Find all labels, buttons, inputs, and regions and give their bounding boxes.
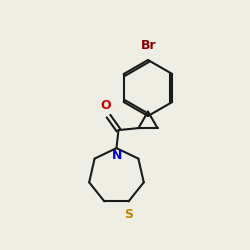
Text: Br: Br (141, 39, 157, 52)
Text: N: N (112, 149, 123, 162)
Text: O: O (100, 99, 111, 112)
Text: S: S (124, 208, 133, 221)
